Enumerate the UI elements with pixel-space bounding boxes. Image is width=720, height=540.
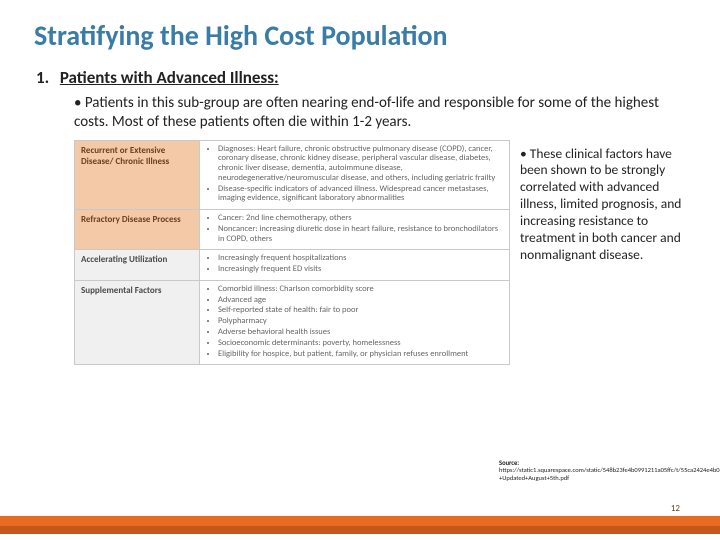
table-row: Supplemental Factors Comorbid illness: Ch… xyxy=(75,280,510,364)
clinical-factors-table: Recurrent or Extensive Disease/ Chronic … xyxy=(74,140,510,366)
footer-bar-bottom xyxy=(0,526,720,534)
row-header: Accelerating Utilization xyxy=(75,250,200,281)
row-item: Polypharmacy xyxy=(218,317,503,327)
source-citation: Source: https://static1.squarespace.com/… xyxy=(499,460,684,482)
item-heading: Patients with Advanced Illness: xyxy=(60,67,279,88)
source-url: https://static1.squarespace.com/static/5… xyxy=(499,466,720,481)
row-content: Comorbid illness: Charlson comorbidity s… xyxy=(200,280,510,364)
row-item: Disease-specific indicators of advanced … xyxy=(218,185,503,205)
table-row: Recurrent or Extensive Disease/ Chronic … xyxy=(75,140,510,210)
list-item-1: 1. Patients with Advanced Illness: xyxy=(36,67,686,88)
row-item: Diagnoses: Heart failure, chronic obstru… xyxy=(218,145,503,184)
row-item: Cancer: 2nd line chemotherapy, others xyxy=(218,214,503,224)
slide-title: Stratifying the High Cost Population xyxy=(34,18,686,53)
row-item: Advanced age xyxy=(218,296,503,306)
row-item: Socioeconomic determinants: poverty, hom… xyxy=(218,339,503,349)
footer-bar-top xyxy=(0,516,720,526)
row-item: Increasingly frequent ED visits xyxy=(218,265,503,275)
row-header: Recurrent or Extensive Disease/ Chronic … xyxy=(75,140,200,210)
table-row: Accelerating UtilizationIncreasingly fre… xyxy=(75,250,510,281)
item-number: 1. xyxy=(36,67,56,88)
row-item: Noncancer: increasing diuretic dose in h… xyxy=(218,225,503,245)
row-item: Eligibility for hospice, but patient, fa… xyxy=(218,350,503,360)
row-item: Increasingly frequent hospitalizations xyxy=(218,254,503,264)
table-row: Refractory Disease ProcessCancer: 2nd li… xyxy=(75,210,510,250)
row-item: Adverse behavioral health issues xyxy=(218,328,503,338)
page-number: 12 xyxy=(671,503,680,514)
side-bullet: These clinical factors have been shown t… xyxy=(520,146,686,264)
row-content: Cancer: 2nd line chemotherapy, othersNon… xyxy=(200,210,510,250)
subpoint-text: Patients in this sub-group are often nea… xyxy=(74,94,686,132)
row-content: Increasingly frequent hospitalizationsIn… xyxy=(200,250,510,281)
row-item: Comorbid illness: Charlson comorbidity s… xyxy=(218,285,503,295)
row-item: Self-reported state of health: fair to p… xyxy=(218,306,503,316)
row-content: Diagnoses: Heart failure, chronic obstru… xyxy=(200,140,510,210)
row-header: Refractory Disease Process xyxy=(75,210,200,250)
row-header: Supplemental Factors xyxy=(75,280,200,364)
